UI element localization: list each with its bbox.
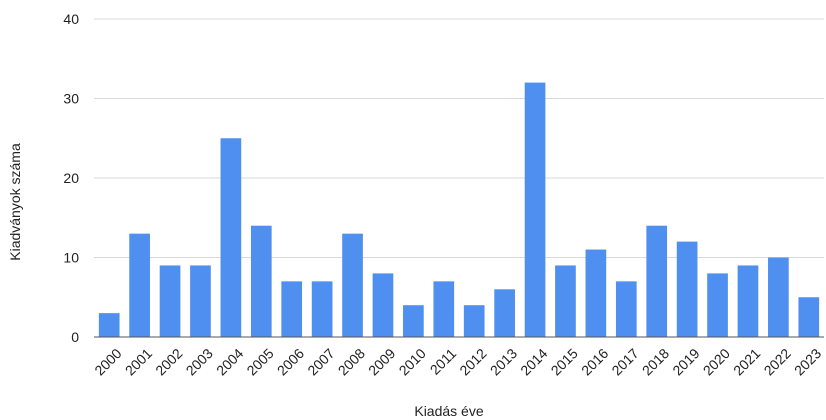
x-tick-label: 2014 — [517, 345, 550, 378]
bar-2012 — [463, 305, 485, 337]
y-axis-title: Kiadványok száma — [7, 143, 23, 261]
y-axis-ticks: 0 10 20 30 40 — [63, 11, 79, 345]
bar-2009 — [372, 273, 394, 337]
x-tick-label: 2006 — [274, 345, 307, 378]
x-tick-label: 2012 — [456, 345, 489, 378]
x-tick-label: 2007 — [304, 345, 337, 378]
bar-2013 — [494, 289, 515, 337]
bar-2010 — [403, 305, 424, 337]
bar-2018 — [646, 225, 668, 337]
bar-2011 — [433, 281, 455, 337]
grid-lines — [94, 18, 824, 258]
y-tick-label: 30 — [63, 91, 79, 107]
bar-2000 — [98, 313, 120, 337]
bar-2001 — [129, 233, 150, 337]
bar-2016 — [585, 249, 607, 337]
bar-2020 — [707, 273, 728, 337]
x-tick-label: 2017 — [608, 345, 641, 378]
bar-2004 — [220, 138, 242, 337]
x-tick-label: 2016 — [578, 345, 611, 378]
x-tick-label: 2004 — [213, 345, 246, 378]
x-tick-label: 2000 — [91, 345, 124, 378]
bar-2015 — [555, 265, 576, 337]
x-tick-label: 2022 — [761, 345, 794, 378]
x-tick-label: 2001 — [122, 345, 155, 378]
x-tick-label: 2020 — [700, 345, 733, 378]
bar-2008 — [342, 233, 363, 337]
x-tick-label: 2005 — [243, 345, 276, 378]
y-tick-label: 40 — [63, 11, 79, 27]
x-tick-label: 2013 — [487, 345, 520, 378]
x-tick-label: 2019 — [669, 345, 702, 378]
bar-2017 — [615, 281, 637, 337]
bar-2006 — [281, 281, 303, 337]
bars — [98, 82, 820, 337]
bar-2014 — [524, 82, 546, 337]
x-tick-label: 2023 — [791, 345, 824, 378]
x-tick-label: 2003 — [183, 345, 216, 378]
x-tick-label: 2010 — [396, 345, 429, 378]
y-tick-label: 20 — [63, 170, 79, 186]
x-tick-label: 2009 — [365, 345, 398, 378]
bar-2022 — [768, 257, 789, 337]
x-axis-ticks: 2000200120022003200420052006200720082009… — [91, 345, 824, 378]
x-tick-label: 2008 — [335, 345, 368, 378]
bar-2002 — [159, 265, 181, 337]
x-tick-label: 2011 — [427, 345, 460, 378]
bar-2007 — [311, 281, 333, 337]
bar-2023 — [798, 297, 820, 337]
bar-2021 — [737, 265, 759, 337]
bar-2003 — [190, 265, 211, 337]
x-tick-label: 2018 — [639, 345, 672, 378]
y-tick-label: 10 — [63, 250, 79, 266]
x-tick-label: 2015 — [548, 345, 581, 378]
x-tick-label: 2021 — [730, 345, 763, 378]
x-axis-title: Kiadás éve — [414, 403, 483, 419]
y-tick-label: 0 — [71, 329, 79, 345]
bar-2019 — [676, 241, 698, 337]
bar-2005 — [250, 225, 272, 337]
x-tick-label: 2002 — [152, 345, 185, 378]
